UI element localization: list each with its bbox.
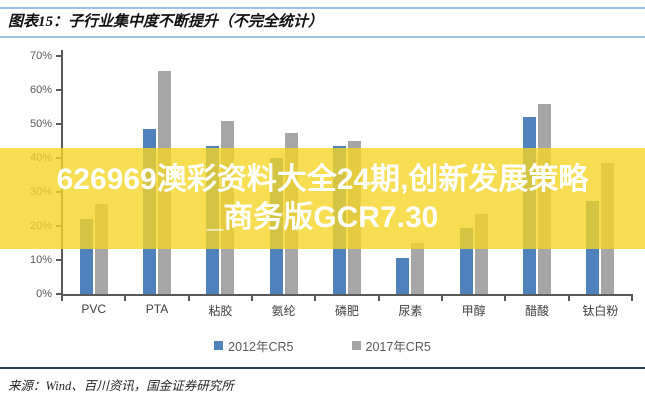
x-category-label-粘胶: 粘胶 [208, 304, 233, 318]
y-tick-label: 70% [29, 50, 52, 62]
x-tick-mark [441, 296, 443, 301]
y-tick-mark [56, 123, 61, 125]
header-rule-top [0, 7, 645, 9]
x-tick-mark [631, 296, 633, 301]
bar-2017年CR5-尿素 [411, 243, 425, 294]
legend-swatch-icon [214, 341, 224, 350]
legend-label: 2017年CR5 [365, 340, 431, 354]
footer-rule [0, 367, 645, 369]
figure-title: 图表15：子行业集中度不断提升（不完全统计） [8, 10, 638, 31]
y-tick-mark [56, 293, 61, 295]
legend-swatch-icon [351, 341, 361, 350]
legend-label: 2012年CR5 [228, 340, 294, 354]
header-rule-bottom [0, 36, 645, 38]
x-category-label-PVC: PVC [81, 302, 106, 316]
legend-item-2017年CR5: 2017年CR5 [351, 336, 431, 355]
x-tick-mark [124, 296, 127, 301]
watermark-line-1: 626969澳彩资料大全24期,创新发展策略 [56, 162, 589, 196]
y-tick-mark [56, 55, 61, 57]
figure-title-text: 子行业集中度不断提升（不完全统计） [68, 14, 324, 30]
y-tick-label: 60% [29, 84, 52, 96]
x-tick-mark [567, 296, 570, 301]
x-axis [61, 294, 633, 296]
x-tick-mark [314, 296, 317, 301]
x-category-label-尿素: 尿素 [398, 304, 423, 318]
x-category-label-磷肥: 磷肥 [334, 304, 359, 318]
x-category-label-PTA: PTA [145, 302, 169, 316]
x-tick-mark [251, 296, 253, 301]
figure-label: 图表15： [8, 14, 69, 30]
y-tick-mark [56, 89, 61, 91]
y-tick-label: 50% [29, 118, 52, 130]
y-tick-label: 10% [29, 254, 52, 266]
y-tick-mark [56, 259, 61, 261]
bar-2012年CR5-尿素 [396, 258, 410, 294]
x-tick-mark [187, 296, 190, 301]
watermark-line-2: _商务版GCR7.30 [206, 200, 439, 234]
y-tick-label: 0% [36, 288, 52, 300]
x-category-label-甲醇: 甲醇 [461, 304, 486, 318]
x-tick-mark [61, 296, 63, 301]
x-category-label-醋酸: 醋酸 [524, 304, 549, 318]
x-tick-mark [377, 296, 380, 301]
watermark-overlay: 626969澳彩资料大全24期,创新发展策略 _商务版GCR7.30 [0, 148, 645, 249]
source-text: 来源：Wind、百川资讯，国金证券研究所 [8, 379, 234, 393]
chart-legend: 2012年CR5 2017年CR5 [0, 336, 645, 355]
x-category-label-氨纶: 氨纶 [271, 304, 296, 318]
legend-item-2012年CR5: 2012年CR5 [214, 336, 294, 355]
x-category-label-钛白粉: 钛白粉 [582, 304, 619, 318]
x-tick-mark [504, 296, 507, 301]
